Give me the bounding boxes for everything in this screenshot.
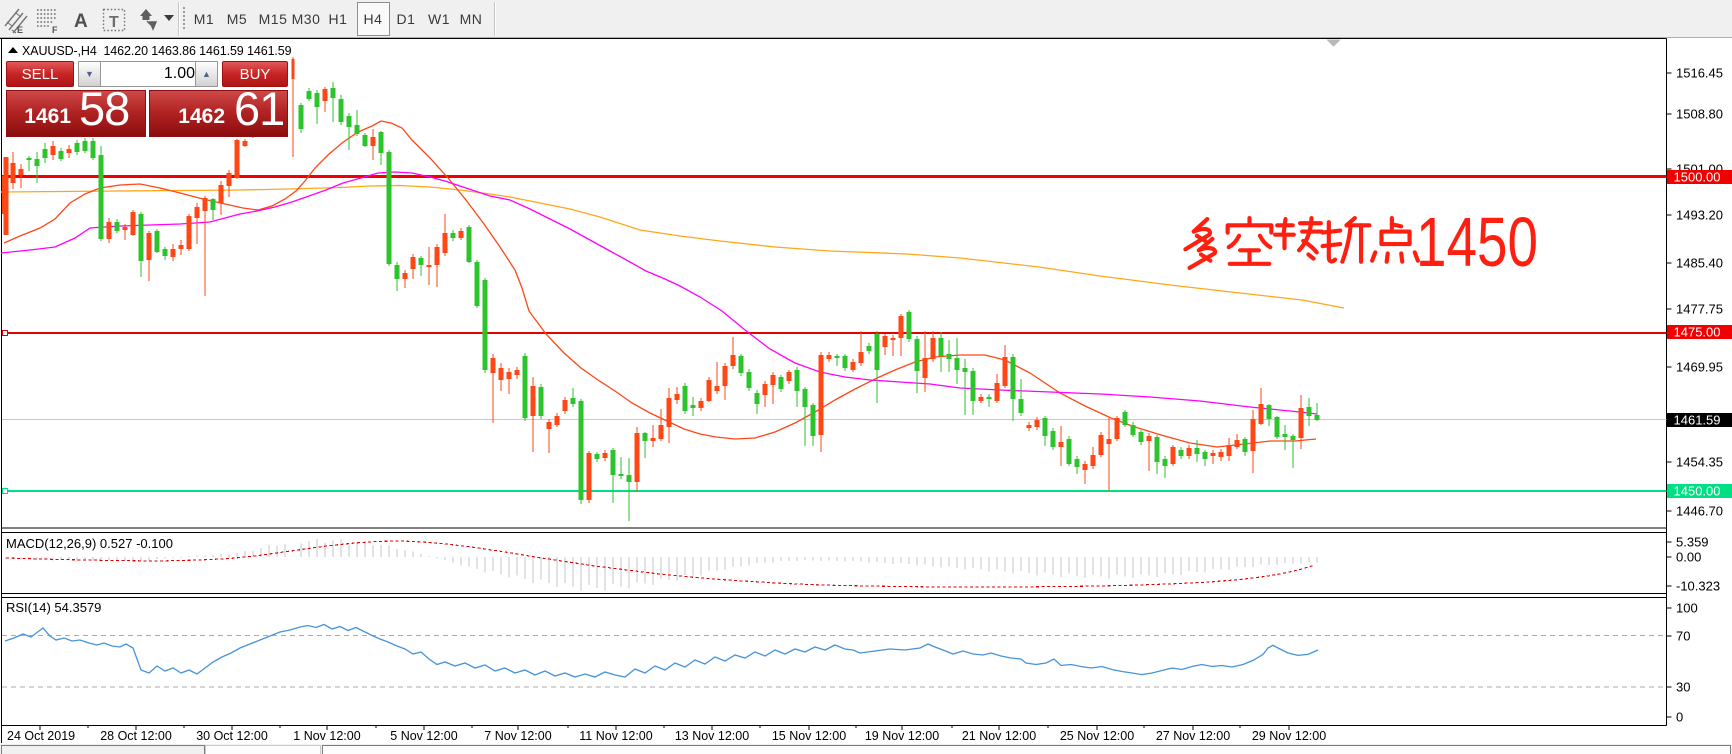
svg-text:T: T [109, 14, 119, 31]
svg-text:30: 30 [1676, 680, 1690, 695]
svg-text:70: 70 [1676, 629, 1690, 644]
svg-text:1485.40: 1485.40 [1676, 256, 1723, 271]
svg-text:F: F [52, 25, 58, 35]
svg-text:11 Nov 12:00: 11 Nov 12:00 [579, 729, 652, 743]
svg-text:28 Oct 12:00: 28 Oct 12:00 [100, 729, 172, 743]
svg-text:13 Nov 12:00: 13 Nov 12:00 [675, 729, 749, 743]
svg-text:RSI(14) 54.3579: RSI(14) 54.3579 [6, 600, 101, 615]
svg-text:5.359: 5.359 [1676, 535, 1709, 550]
svg-text:1 Nov 12:00: 1 Nov 12:00 [293, 729, 360, 743]
svg-text:1508.80: 1508.80 [1676, 107, 1723, 122]
svg-text:A: A [74, 11, 88, 32]
svg-text:25 Nov 12:00: 25 Nov 12:00 [1060, 729, 1134, 743]
svg-text:1461.59: 1461.59 [1674, 413, 1721, 428]
svg-text:5 Nov 12:00: 5 Nov 12:00 [390, 729, 457, 743]
svg-text:0.00: 0.00 [1676, 550, 1701, 565]
svg-text:0: 0 [1676, 710, 1683, 725]
svg-text:100: 100 [1676, 601, 1698, 616]
svg-text:1516.45: 1516.45 [1676, 66, 1723, 81]
svg-text:30 Oct 12:00: 30 Oct 12:00 [196, 729, 268, 743]
svg-text:1477.75: 1477.75 [1676, 302, 1723, 317]
svg-text:1454.35: 1454.35 [1676, 455, 1723, 470]
svg-text:1450: 1450 [1416, 203, 1538, 281]
svg-text:27 Nov 12:00: 27 Nov 12:00 [1156, 729, 1230, 743]
svg-text:1450.00: 1450.00 [1674, 484, 1721, 499]
svg-text:1446.70: 1446.70 [1676, 504, 1723, 519]
svg-text:19 Nov 12:00: 19 Nov 12:00 [865, 729, 939, 743]
svg-text:MACD(12,26,9) 0.527 -0.100: MACD(12,26,9) 0.527 -0.100 [6, 536, 173, 551]
svg-text:15 Nov 12:00: 15 Nov 12:00 [772, 729, 846, 743]
svg-text:29 Nov 12:00: 29 Nov 12:00 [1252, 729, 1326, 743]
svg-text:1475.00: 1475.00 [1674, 325, 1721, 340]
svg-text:1493.20: 1493.20 [1676, 208, 1723, 223]
svg-text:E: E [17, 25, 23, 35]
svg-text:7 Nov 12:00: 7 Nov 12:00 [484, 729, 551, 743]
svg-text:-10.323: -10.323 [1676, 579, 1720, 594]
svg-text:1469.95: 1469.95 [1676, 360, 1723, 375]
svg-text:21 Nov 12:00: 21 Nov 12:00 [962, 729, 1036, 743]
svg-text:24 Oct 2019: 24 Oct 2019 [7, 729, 75, 743]
svg-text:1500.00: 1500.00 [1674, 170, 1721, 185]
